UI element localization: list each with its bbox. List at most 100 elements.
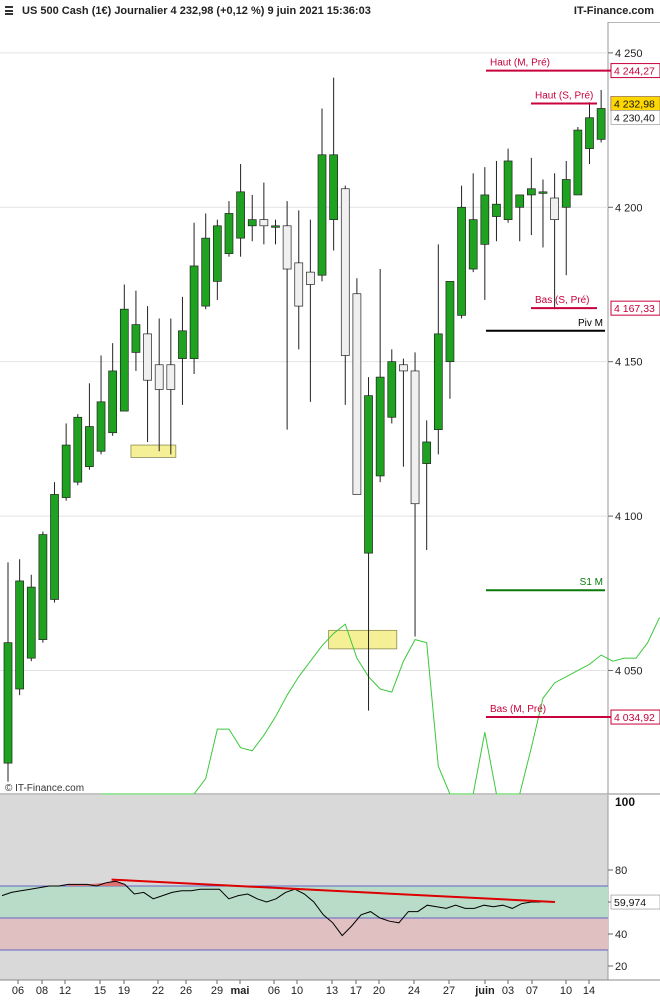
price-tick-label: 4 200: [615, 202, 643, 214]
candle: [352, 278, 362, 495]
level-value-box: [610, 300, 660, 316]
candle-body: [143, 333, 152, 381]
level-value-box: [610, 63, 660, 79]
candle: [596, 89, 606, 143]
candle: [585, 102, 594, 165]
price-tick-label: 4 050: [615, 665, 643, 677]
trend-line: [111, 878, 556, 903]
date-tick-label: 10: [291, 985, 303, 997]
candle-body: [85, 426, 94, 468]
candle-body: [131, 324, 141, 353]
candle-body: [282, 225, 292, 270]
candle: [259, 182, 269, 245]
candle: [271, 219, 280, 245]
oscillator-tick-label: 80: [615, 865, 627, 877]
overlay-line: [101, 617, 660, 795]
candle: [364, 377, 373, 711]
highlight-zones: [130, 444, 398, 650]
candle-body: [387, 361, 397, 418]
date-tick-label: 20: [373, 985, 385, 997]
level-value-box: [610, 709, 660, 725]
candle-body: [108, 370, 118, 434]
date-tick-label: 03: [502, 985, 514, 997]
candle-body: [3, 642, 13, 764]
level-name: Bas (M, Pré): [490, 704, 546, 715]
candle-body: [166, 364, 176, 390]
price-tag: 4 232,98: [614, 98, 655, 110]
date-tick-label: 29: [211, 985, 223, 997]
candle: [201, 213, 211, 310]
candle-body: [189, 265, 199, 359]
candle-body: [433, 333, 443, 430]
candle-body: [375, 376, 385, 477]
date-tick-label: 24: [408, 985, 420, 997]
candle: [3, 562, 13, 782]
date-tick-label: 22: [152, 985, 164, 997]
candle: [119, 284, 129, 412]
candle: [445, 281, 455, 399]
candle-body: [119, 308, 129, 412]
candle-body: [236, 191, 245, 239]
watermark: © IT-Finance.com: [5, 783, 84, 794]
candle: [61, 423, 71, 501]
candle: [433, 244, 443, 455]
candle: [468, 173, 478, 273]
candle: [212, 219, 222, 300]
candle-body: [38, 534, 48, 640]
candle: [73, 414, 83, 486]
candle: [143, 306, 152, 442]
candle: [282, 201, 292, 430]
candle: [131, 290, 141, 371]
candle: [503, 148, 513, 223]
price-axis: 4 250 4 200 4 150 4 100 4 050: [608, 48, 643, 677]
candle: [422, 420, 432, 551]
date-axis: 06 08 12 15 19 22 26 29 mai 06 10 13 17 20 24 27 juin 03 0…: [0, 979, 660, 1000]
candle-body: [561, 179, 571, 208]
price-tick-label: 4 100: [615, 511, 643, 523]
candle: [154, 318, 164, 452]
chart-title: US 500 Cash (1€) Journalier 4 232,98 (+0…: [22, 5, 371, 17]
candle-body: [445, 281, 455, 363]
candle-body: [399, 364, 408, 372]
candle-body: [480, 194, 490, 245]
date-tick-label: 06: [268, 985, 280, 997]
menu-icon[interactable]: [5, 6, 13, 15]
candle-body: [364, 395, 373, 554]
candle-body: [26, 586, 36, 659]
level-name: S1 M: [580, 577, 603, 588]
price-tick-label: 4 150: [615, 357, 643, 369]
date-tick-label: 15: [94, 985, 106, 997]
date-tick-label: 19: [118, 985, 130, 997]
candle: [85, 383, 94, 470]
candle: [26, 574, 36, 662]
highlight-zone: [130, 444, 177, 458]
brand-name[interactable]: IT-Finance.com: [573, 5, 654, 17]
date-tick-label: mai: [231, 985, 250, 997]
oscillator-line: [1, 880, 541, 937]
candle: [550, 173, 559, 310]
date-tick-label: juin: [474, 985, 495, 997]
date-tick-label: 17: [350, 985, 362, 997]
candle: [340, 185, 350, 405]
candle: [50, 482, 59, 603]
candle-body: [422, 441, 432, 464]
date-tick-label: 07: [526, 985, 538, 997]
current-value: 59,974: [614, 897, 646, 909]
date-tick-label: 12: [59, 985, 71, 997]
candle-body: [306, 271, 315, 285]
candle: [294, 210, 304, 350]
candle-body: [596, 108, 606, 140]
candle-body: [492, 203, 501, 217]
candle-body: [15, 580, 24, 690]
date-tick-label: 27: [443, 985, 455, 997]
candle: [561, 160, 571, 276]
overlay-series: [101, 617, 660, 795]
date-tick-label: 13: [326, 985, 338, 997]
candle: [38, 531, 48, 643]
chart-header: US 500 Cash (1€) Journalier 4 232,98 (+0…: [0, 0, 660, 23]
oscillator-tick-label: 20: [615, 961, 627, 973]
candle: [538, 179, 548, 248]
candle: [247, 194, 257, 242]
upper-band: [0, 886, 608, 918]
price-tag: 4 230,40: [614, 112, 655, 124]
